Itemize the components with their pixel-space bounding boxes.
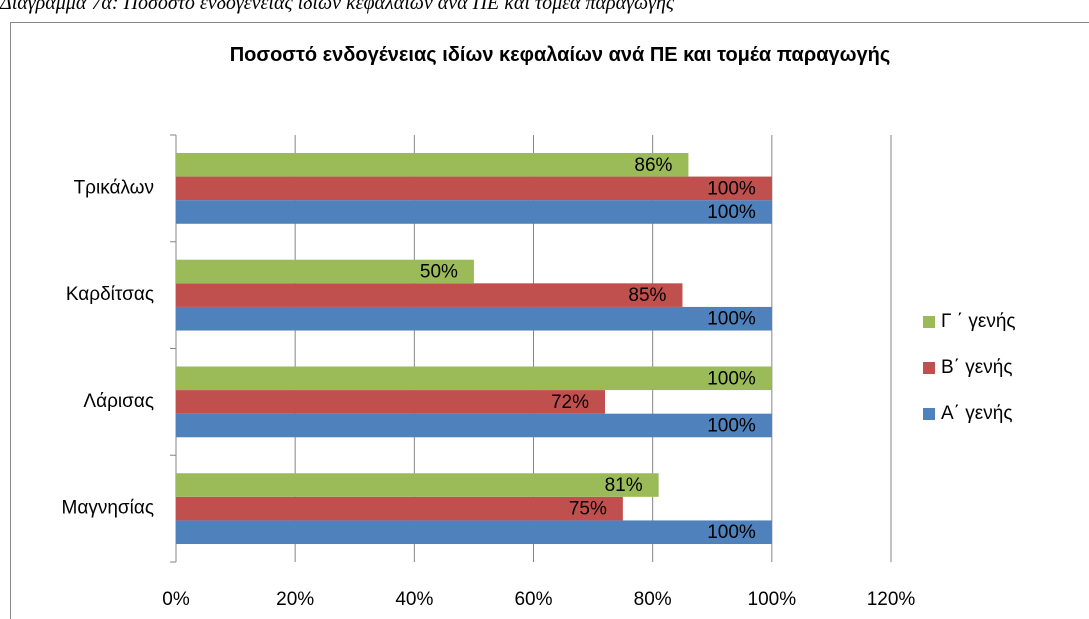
chart-frame bbox=[10, 22, 1089, 619]
x-tick-label: 80% bbox=[634, 589, 672, 610]
bar bbox=[176, 413, 772, 438]
bar bbox=[176, 283, 683, 307]
value-label: 85% bbox=[628, 285, 666, 306]
bar bbox=[176, 496, 623, 521]
value-label: 50% bbox=[420, 262, 458, 283]
bar bbox=[176, 366, 772, 391]
caption: Διάγραμμα 7α: Ποσοστό ενδογένειας ιδίων … bbox=[0, 0, 675, 14]
value-label: 100% bbox=[707, 368, 756, 389]
value-label: 72% bbox=[551, 392, 589, 413]
bar bbox=[176, 200, 772, 224]
value-label: 100% bbox=[707, 522, 756, 543]
x-tick-label: 40% bbox=[395, 589, 433, 610]
value-label: 100% bbox=[707, 309, 756, 330]
x-tick-label: 20% bbox=[276, 589, 314, 610]
y-tick-label: Καρδίτσας bbox=[66, 284, 154, 305]
bar bbox=[176, 176, 772, 201]
bar bbox=[176, 520, 772, 545]
value-label: 100% bbox=[707, 178, 756, 199]
bar bbox=[176, 473, 659, 497]
value-label: 100% bbox=[707, 415, 756, 436]
legend-label: Α΄ γενής bbox=[941, 403, 1012, 424]
value-label: 86% bbox=[634, 155, 672, 176]
legend-swatch bbox=[923, 316, 935, 328]
x-tick-label: 120% bbox=[867, 589, 916, 610]
legend-label: Γ ΄ γενής bbox=[941, 311, 1016, 332]
x-tick-label: 60% bbox=[514, 589, 552, 610]
bar bbox=[176, 306, 772, 331]
bar bbox=[176, 390, 605, 414]
x-tick-label: 0% bbox=[162, 589, 190, 610]
bar bbox=[176, 152, 689, 177]
y-tick-label: Λάρισας bbox=[83, 391, 154, 412]
legend-swatch bbox=[923, 362, 935, 374]
x-tick-label: 100% bbox=[748, 589, 797, 610]
value-label: 75% bbox=[569, 499, 607, 520]
y-tick-label: Τρικάλων bbox=[74, 177, 154, 198]
legend-label: Β΄ γενής bbox=[941, 357, 1012, 378]
chart-title: Ποσοστό ενδογένειας ιδίων κεφαλαίων ανά … bbox=[229, 44, 891, 66]
value-label: 100% bbox=[707, 202, 756, 223]
y-tick-label: Μαγνησίας bbox=[62, 498, 154, 519]
legend-swatch bbox=[923, 408, 935, 420]
value-label: 81% bbox=[605, 475, 643, 496]
bar bbox=[176, 259, 474, 284]
